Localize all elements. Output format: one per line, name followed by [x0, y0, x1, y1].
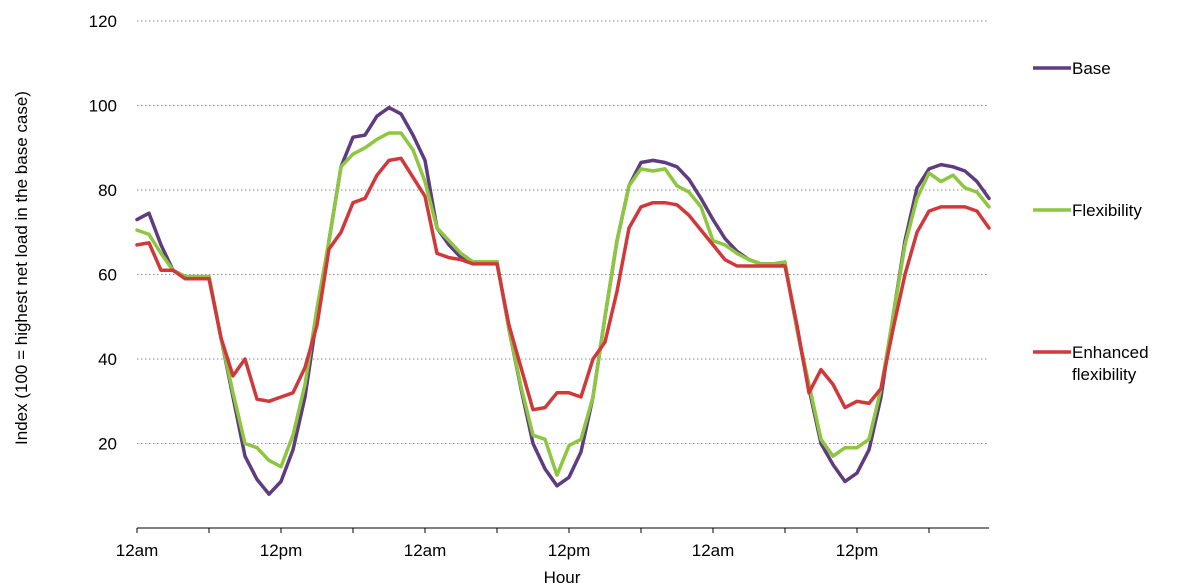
- gridlines: [137, 20, 989, 444]
- legend-label-flexibility: Flexibility: [1072, 201, 1142, 220]
- y-tick-label: 20: [98, 435, 117, 454]
- x-tick-label: 12am: [116, 541, 159, 560]
- y-tick-label: 120: [89, 12, 117, 31]
- x-tick-label: 12pm: [260, 541, 303, 560]
- y-axis-ticks: 20 40 60 80 100 120: [89, 12, 117, 454]
- series-line-base: [135, 105, 991, 496]
- y-tick-label: 60: [98, 266, 117, 285]
- x-tick-label: 12pm: [548, 541, 591, 560]
- y-tick-label: 80: [98, 181, 117, 200]
- legend-label-enhanced-flexibility: Enhanced flexibility: [1072, 343, 1149, 384]
- x-tick-label: 12pm: [836, 541, 879, 560]
- legend: Base Flexibility Enhanced flexibility: [1033, 59, 1149, 384]
- x-axis: 12am 12pm 12am 12pm 12am 12pm: [116, 527, 989, 560]
- series-line-enhanced-flexibility: [135, 156, 991, 412]
- y-tick-label: 40: [98, 350, 117, 369]
- y-axis-title: Index (100 = highest net load in the bas…: [12, 91, 31, 445]
- x-tick-label: 12am: [404, 541, 447, 560]
- series-lines: [135, 105, 991, 496]
- series-line-flexibility: [135, 131, 991, 477]
- legend-label-base: Base: [1072, 59, 1111, 78]
- x-axis-title: Hour: [544, 568, 581, 587]
- y-tick-label: 100: [89, 97, 117, 116]
- x-tick-label: 12am: [692, 541, 735, 560]
